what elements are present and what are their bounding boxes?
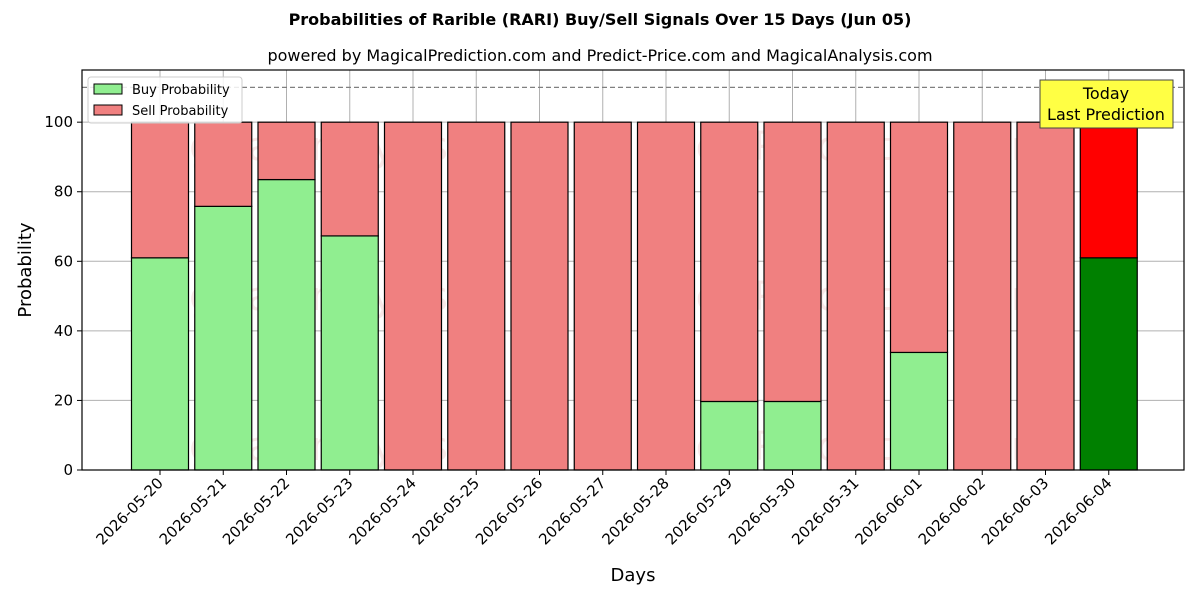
x-tick-label: 2026-05-24 — [345, 474, 419, 548]
buy-bar — [194, 205, 253, 471]
last-prediction-label: Last Prediction — [1047, 105, 1165, 124]
sell-bar — [383, 121, 443, 471]
sell-bar — [257, 121, 316, 181]
buy-bar — [257, 178, 316, 471]
sell-bar — [826, 121, 885, 471]
x-tick-label: 2026-05-21 — [156, 474, 230, 548]
sell-bar — [1016, 121, 1075, 471]
sell-bar — [889, 121, 949, 354]
sell-bar — [573, 121, 632, 471]
today-annotation: Today Last Prediction — [1039, 79, 1174, 129]
x-axis-ticks: 2026-05-202026-05-212026-05-222026-05-23… — [92, 470, 1116, 548]
sell-bar — [763, 121, 822, 403]
sell-bar — [700, 121, 759, 403]
legend-frame — [87, 76, 243, 124]
legend-swatch — [93, 83, 123, 95]
y-tick-label: 20 — [54, 391, 73, 409]
x-tick-label: 2026-06-02 — [915, 474, 989, 548]
chart-subtitle: powered by MagicalPrediction.com and Pre… — [267, 46, 933, 65]
x-tick-label: 2026-05-26 — [472, 474, 546, 548]
sell-bar — [320, 121, 379, 237]
x-tick-label: 2026-06-04 — [1041, 474, 1115, 548]
x-tick-label: 2026-05-27 — [535, 474, 609, 548]
y-tick-label: 60 — [54, 252, 73, 270]
buy-bar — [700, 400, 759, 471]
y-tick-label: 80 — [54, 183, 73, 201]
x-tick-label: 2026-05-29 — [662, 474, 736, 548]
legend-swatch — [93, 104, 123, 116]
sell-bar — [1079, 121, 1138, 259]
x-tick-label: 2026-05-25 — [409, 474, 483, 548]
legend: Buy Probability Sell Probability — [87, 76, 243, 124]
sell-bar — [636, 121, 696, 471]
x-tick-label: 2026-05-31 — [788, 474, 862, 548]
x-tick-label: 2026-06-03 — [978, 474, 1052, 548]
y-axis-label: Probability — [15, 222, 36, 317]
x-axis-label: Days — [611, 565, 656, 586]
plot-frame — [81, 69, 1185, 471]
sell-bar — [194, 121, 253, 207]
buy-bar — [130, 257, 190, 471]
x-tick-label: 2026-05-28 — [598, 474, 672, 548]
y-tick-label: 100 — [44, 113, 73, 131]
sell-bar — [447, 121, 506, 471]
buy-bar — [320, 235, 379, 471]
x-tick-label: 2026-05-30 — [725, 474, 799, 548]
sell-bar — [953, 121, 1012, 471]
sell-bar — [510, 121, 569, 471]
y-tick-label: 40 — [54, 322, 73, 340]
legend-label: Sell Probability — [132, 104, 229, 119]
chart-title: Probabilities of Rarible (RARI) Buy/Sell… — [288, 10, 912, 29]
buy-bar — [1079, 257, 1138, 471]
y-tick-label: 0 — [63, 461, 73, 479]
x-tick-label: 2026-06-01 — [851, 474, 925, 548]
today-label: Today — [1082, 84, 1129, 103]
buy-bar — [763, 400, 822, 471]
today-box-frame — [1039, 79, 1174, 129]
buy-bar — [889, 351, 949, 471]
x-tick-label: 2026-05-20 — [92, 474, 166, 548]
sell-bar — [130, 121, 190, 259]
x-tick-label: 2026-05-22 — [219, 474, 293, 548]
legend-label: Buy Probability — [132, 83, 230, 98]
x-tick-label: 2026-05-23 — [282, 474, 356, 548]
bars-layer — [130, 121, 1138, 471]
y-axis-ticks: 0 20 40 60 80 100 — [44, 113, 82, 479]
